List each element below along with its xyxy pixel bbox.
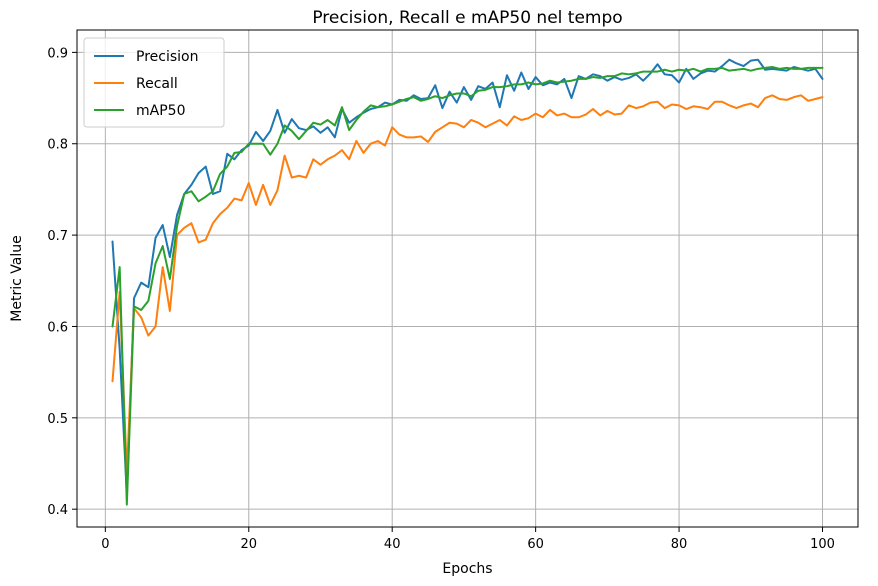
x-tick-label: 60 (527, 537, 544, 552)
y-tick-label: 0.9 (47, 46, 68, 61)
y-axis-ticks: 0.4 0.5 0.6 0.7 0.8 0.9 (47, 46, 77, 518)
x-axis-label: Epochs (442, 561, 492, 577)
series-layer (111, 58, 824, 506)
legend-label-map50: mAP50 (136, 103, 185, 119)
x-tick-label: 80 (671, 537, 688, 552)
y-tick-label: 0.8 (47, 138, 68, 153)
series-line-precision (111, 58, 824, 497)
legend: Precision Recall mAP50 (83, 37, 225, 128)
y-tick-label: 0.4 (47, 503, 68, 518)
x-tick-label: 20 (240, 537, 257, 552)
chart-title: Precision, Recall e mAP50 nel tempo (312, 8, 622, 28)
x-tick-label: 40 (384, 537, 401, 552)
y-axis-label: Metric Value (9, 235, 25, 321)
x-tick-label: 100 (810, 537, 835, 552)
x-axis-ticks: 0 20 40 60 80 100 (101, 527, 835, 552)
series-line-recall (111, 94, 824, 474)
legend-label-recall: Recall (136, 76, 178, 92)
y-tick-label: 0.6 (47, 320, 68, 335)
legend-box (83, 37, 225, 128)
y-tick-label: 0.5 (47, 412, 68, 427)
y-tick-label: 0.7 (47, 229, 68, 244)
x-tick-label: 0 (101, 537, 109, 552)
plot-frame (76, 29, 859, 528)
series-line-map50 (111, 66, 824, 506)
legend-label-precision: Precision (136, 49, 198, 65)
